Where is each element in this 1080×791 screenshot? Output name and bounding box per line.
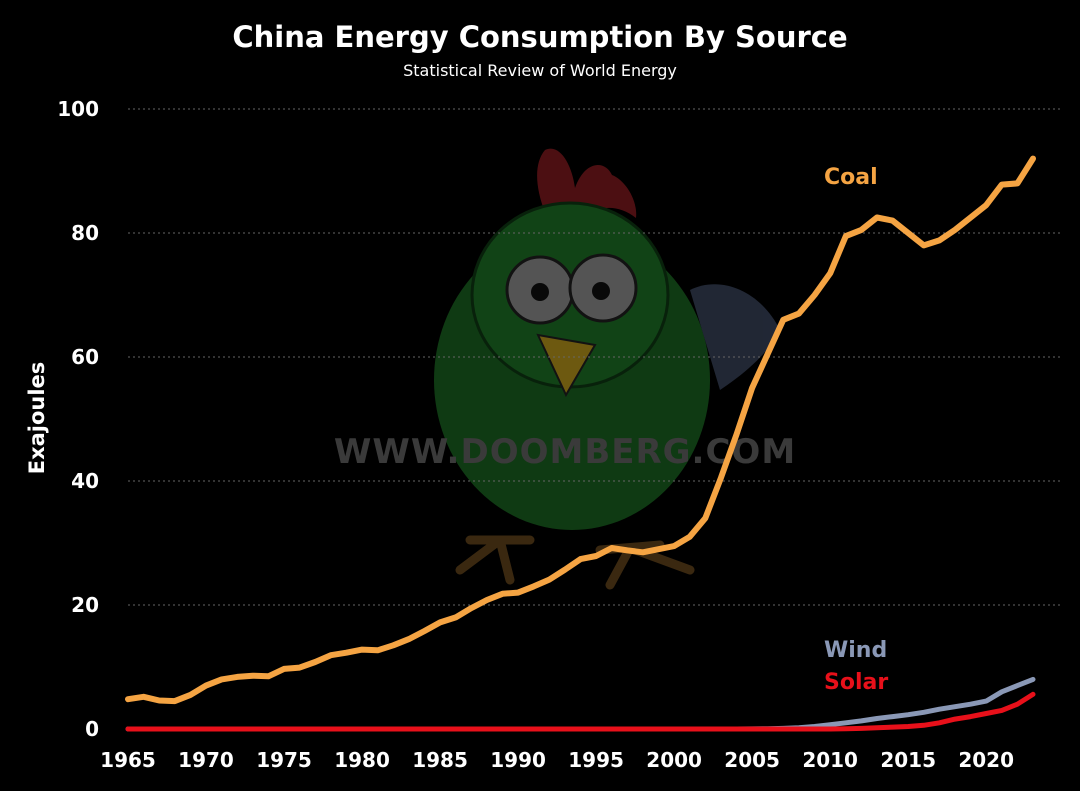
- grid-lines: [128, 108, 1062, 606]
- series-label-solar: Solar: [824, 670, 888, 695]
- x-tick-label: 2005: [724, 748, 780, 772]
- x-tick-label: 1980: [334, 748, 390, 772]
- x-tick-label: 1975: [256, 748, 312, 772]
- x-tick-label: 2010: [802, 748, 858, 772]
- series-lines: [125, 155, 1036, 732]
- y-tick-label: 20: [71, 593, 99, 617]
- x-tick-label: 2000: [646, 748, 702, 772]
- watermark-text: WWW.DOOMBERG.COM: [334, 432, 796, 472]
- y-tick-label: 100: [57, 97, 99, 121]
- series-label-coal: Coal: [824, 165, 878, 190]
- y-axis-label: Exajoules: [25, 362, 49, 475]
- series-line-solar: [125, 691, 1036, 732]
- series-line-coal: [125, 155, 1036, 705]
- series-label-wind: Wind: [824, 638, 887, 663]
- chicken-mascot-logo: [434, 148, 780, 590]
- y-tick-label: 0: [85, 717, 99, 741]
- series-labels: Coal Wind Solar: [824, 165, 888, 695]
- x-axis-ticks: 1965 1970 1975 1980 1985 1990 1995 2000 2005 2010…: [100, 748, 1014, 772]
- chart-subtitle: Statistical Review of World Energy: [403, 61, 677, 80]
- x-tick-label: 1965: [100, 748, 156, 772]
- x-tick-label: 1970: [178, 748, 234, 772]
- x-tick-label: 2015: [880, 748, 936, 772]
- x-tick-label: 2020: [958, 748, 1014, 772]
- x-tick-label: 1995: [568, 748, 624, 772]
- chart-title: China Energy Consumption By Source: [232, 20, 847, 54]
- y-axis-ticks: 0 20 40 60 80 100: [57, 97, 99, 741]
- series-line-wind: [125, 676, 1036, 732]
- x-tick-label: 1990: [490, 748, 546, 772]
- y-tick-label: 60: [71, 345, 99, 369]
- y-tick-label: 80: [71, 221, 99, 245]
- y-tick-label: 40: [71, 469, 99, 493]
- x-tick-label: 1985: [412, 748, 468, 772]
